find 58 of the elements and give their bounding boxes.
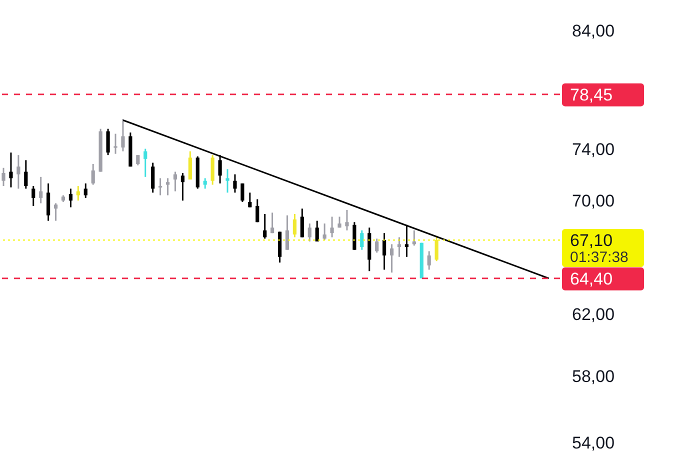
candlestick <box>375 238 379 254</box>
candlestick <box>188 150 192 180</box>
candlestick <box>240 182 244 203</box>
candlestick <box>345 209 349 232</box>
candlestick <box>32 185 36 207</box>
candlestick <box>397 236 402 258</box>
candlestick <box>256 198 260 223</box>
candlestick <box>180 172 184 202</box>
candlestick <box>285 214 290 251</box>
candlestick <box>360 230 364 251</box>
y-tick-label: 84,00 <box>572 22 615 41</box>
candlestick <box>308 222 312 242</box>
candlestick <box>54 202 58 222</box>
candlestick <box>382 232 386 270</box>
candlestick <box>218 154 222 184</box>
candlestick <box>292 213 296 238</box>
candlestick <box>144 148 148 178</box>
candlestick <box>9 152 13 188</box>
candlestick <box>16 154 20 190</box>
candlestick <box>166 177 170 196</box>
candlestick <box>270 212 274 234</box>
ref-line-label: 67,10 <box>570 231 613 250</box>
y-tick-label: 74,00 <box>572 140 615 159</box>
ref-line-label: 64,40 <box>570 269 613 288</box>
candlestick <box>300 208 304 238</box>
candlestick <box>114 133 118 155</box>
candlestick <box>233 174 237 194</box>
candlestick <box>263 213 267 240</box>
candlestick <box>46 182 50 222</box>
candlestick <box>68 188 72 208</box>
candlestick <box>136 154 140 166</box>
y-tick-label: 70,00 <box>572 192 615 211</box>
candlestick <box>39 176 43 204</box>
y-tick-label: 62,00 <box>572 304 615 324</box>
candlestick <box>315 220 319 242</box>
candlestick <box>106 128 110 156</box>
candlestick <box>390 243 394 274</box>
candlestick <box>151 162 155 194</box>
candlestick <box>76 185 80 202</box>
candlestick <box>121 118 125 152</box>
candlestick <box>173 170 178 192</box>
candlestick <box>248 192 252 208</box>
candlestick <box>210 154 214 186</box>
candlestick <box>84 182 88 199</box>
candlestick <box>404 224 408 258</box>
candlestick <box>434 235 438 262</box>
candlestick <box>158 177 162 196</box>
ref-line-label: 78,45 <box>570 85 613 104</box>
text: 01:37:38 <box>570 249 628 266</box>
candlestick <box>330 216 334 238</box>
candlestick <box>91 163 95 186</box>
candlestick <box>226 168 230 194</box>
y-tick-label: 58,00 <box>572 366 615 386</box>
candlestick <box>24 159 28 190</box>
candlestick <box>2 167 6 187</box>
candlestick <box>322 222 326 241</box>
candlestick <box>427 250 431 270</box>
y-tick-label: 54,00 <box>572 434 615 453</box>
